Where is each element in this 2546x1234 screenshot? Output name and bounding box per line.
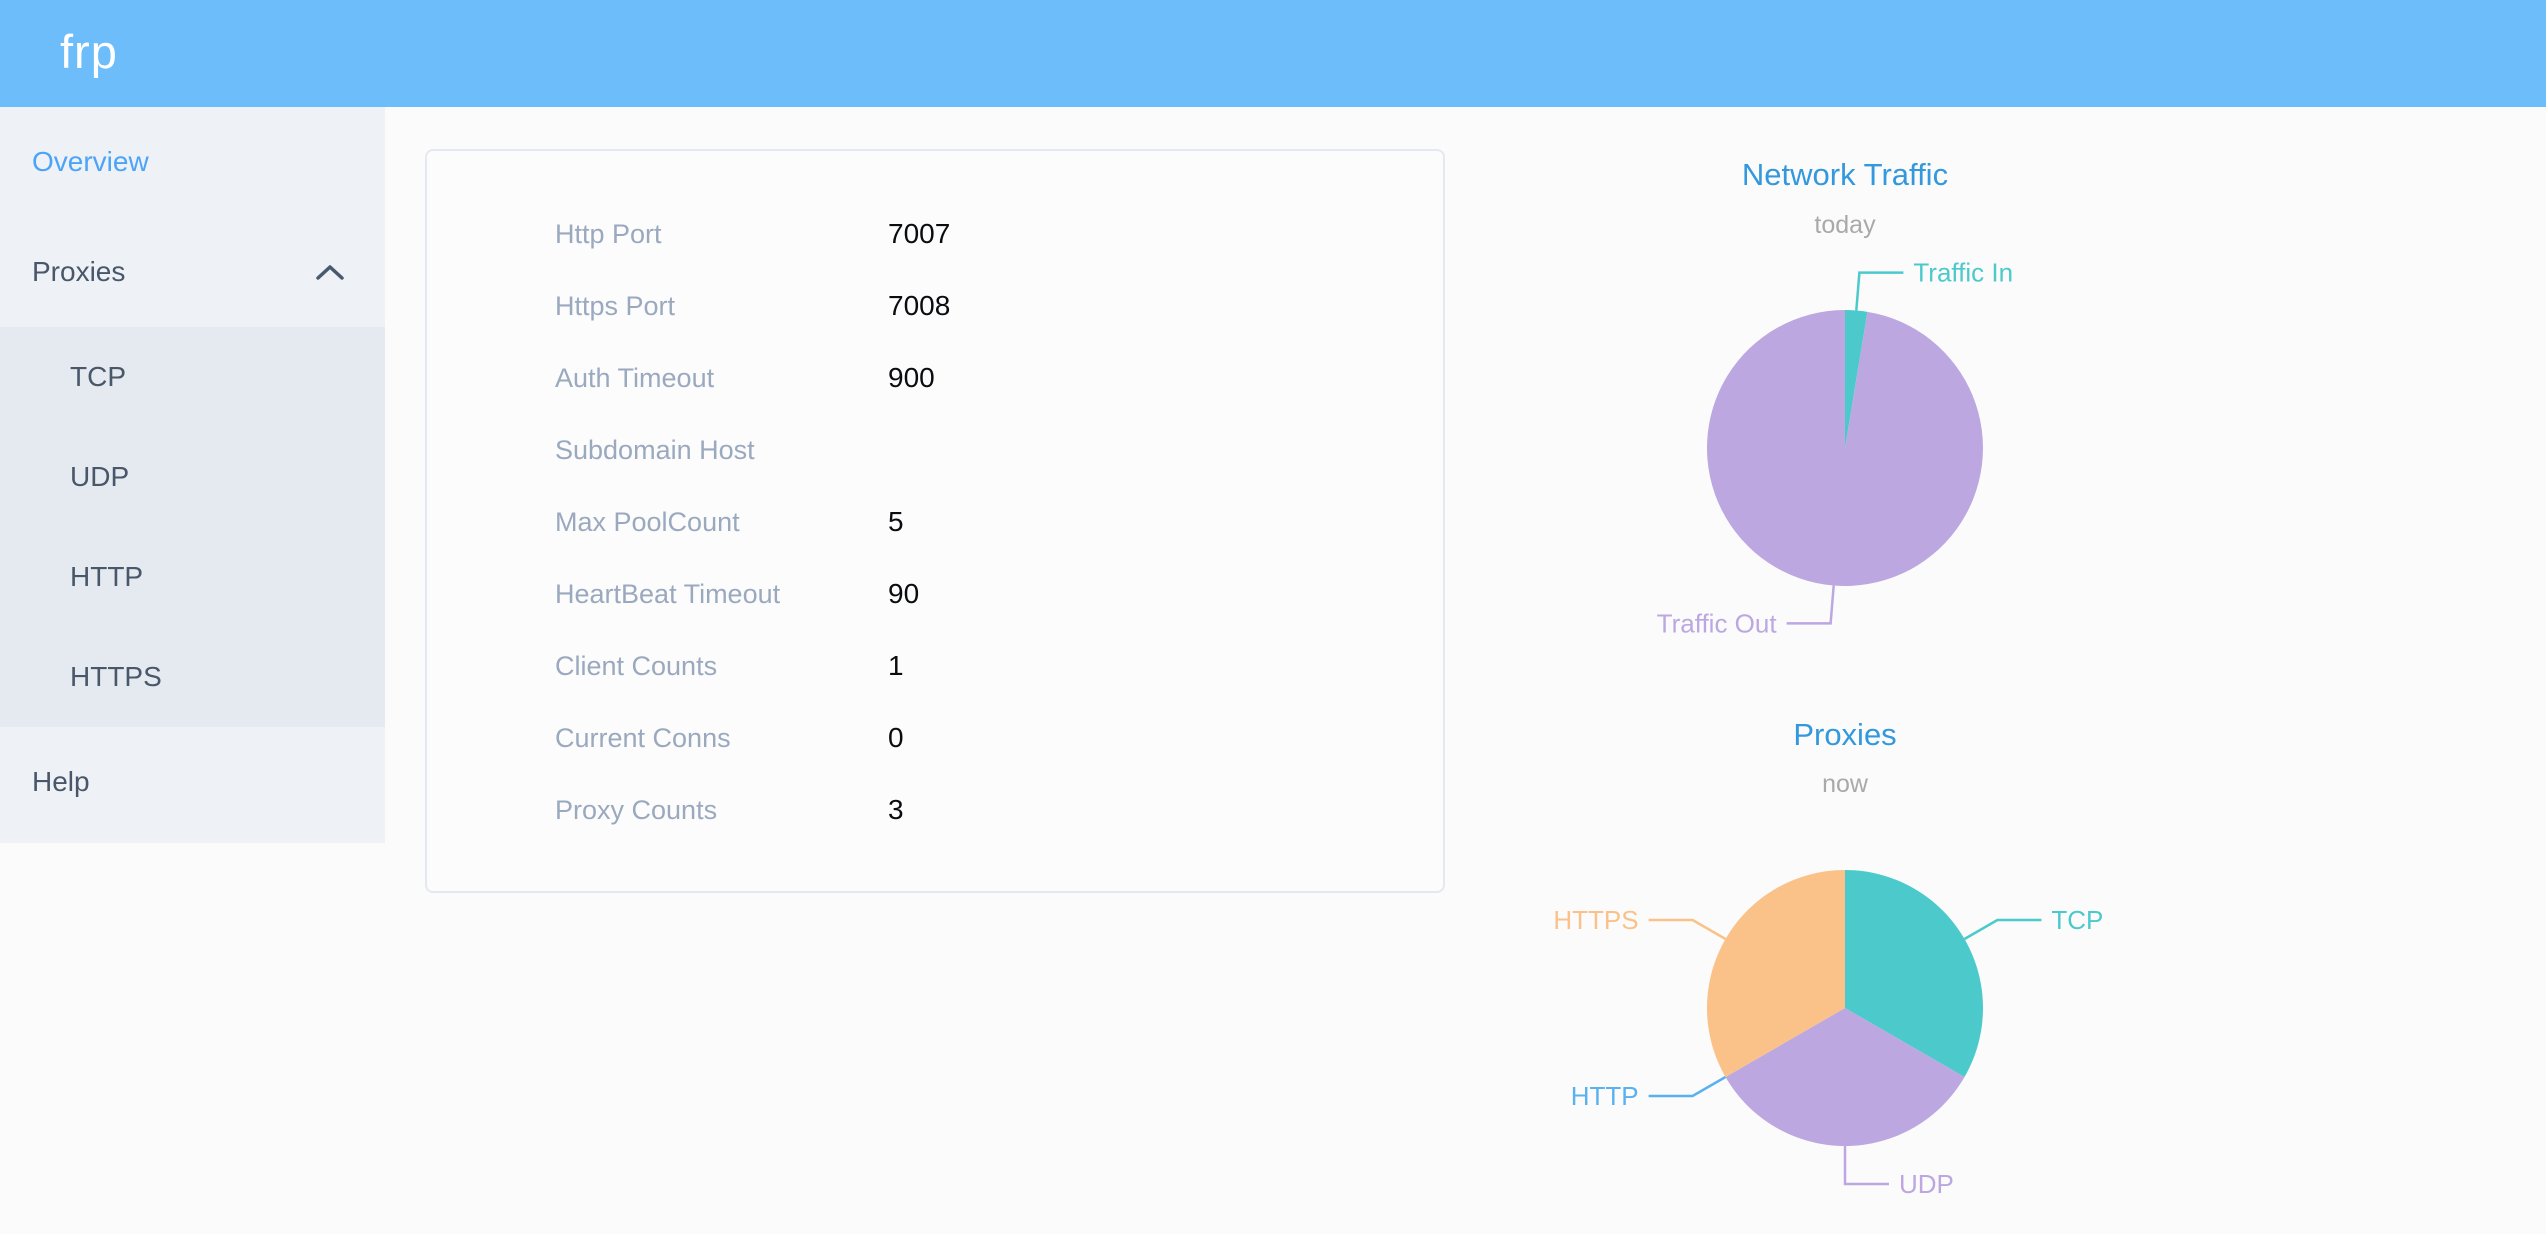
pie-label-https: HTTPS [1553, 905, 1638, 935]
sidebar-item-label: TCP [70, 361, 126, 392]
proxies-chart-title: Proxies [1793, 717, 1897, 752]
config-row: HeartBeat Timeout 90 [427, 558, 1443, 630]
config-label: Proxy Counts [555, 794, 718, 825]
config-label: Current Conns [555, 722, 731, 753]
sidebar-item-label: Proxies [32, 256, 126, 287]
pie-label-tcp: TCP [2051, 905, 2103, 935]
config-row: Subdomain Host [427, 414, 1443, 486]
proxies-chart-subtitle: now [1822, 770, 1868, 798]
pie-label-line-https [1648, 918, 1727, 941]
network-traffic-chart-title: Network Traffic [1741, 157, 1949, 192]
server-config-card: Http Port 7007 Https Port 7008 Auth Time… [425, 149, 1445, 893]
sidebar-item-udp[interactable]: UDP [0, 427, 385, 527]
config-value: 90 [888, 578, 920, 609]
config-row: Auth Timeout 900 [427, 342, 1443, 414]
config-label: Subdomain Host [555, 434, 755, 465]
pie-label-line-udp [1843, 1146, 1889, 1186]
pie-label-traffic-out: Traffic Out [1657, 609, 1778, 639]
pie-label-line-http [1648, 1075, 1727, 1098]
sidebar-item-label: Help [32, 766, 90, 797]
sidebar-item-tcp[interactable]: TCP [0, 327, 385, 427]
config-value: 900 [888, 362, 935, 393]
pie-label-traffic-in: Traffic In [1913, 258, 2013, 288]
config-row: Http Port 7007 [427, 198, 1443, 270]
config-value: 7007 [888, 218, 951, 249]
config-label: Max PoolCount [555, 506, 740, 537]
config-row: Proxy Counts 3 [427, 774, 1443, 846]
sidebar-item-label: HTTPS [70, 661, 162, 692]
config-row: Https Port 7008 [427, 270, 1443, 342]
sidebar-item-label: Overview [32, 146, 149, 177]
pie-slice-tcp[interactable] [1845, 870, 1983, 1077]
config-label: Http Port [555, 218, 662, 249]
pie-slice-traffic-out[interactable] [1706, 310, 1983, 586]
sidebar-item-http[interactable]: HTTP [0, 527, 385, 627]
app-header: frp [0, 0, 2546, 107]
config-label: Client Counts [555, 650, 718, 681]
config-row: Max PoolCount 5 [427, 486, 1443, 558]
sidebar-item-https[interactable]: HTTPS [0, 627, 385, 727]
config-value: 1 [888, 650, 904, 681]
sidebar-item-label: UDP [70, 461, 130, 492]
pie-label-line-traffic-out [1786, 585, 1835, 625]
app-logo: frp [60, 25, 118, 78]
sidebar-item-proxies[interactable]: Proxies [0, 217, 385, 327]
config-value: 0 [888, 722, 904, 753]
pie-slice-traffic-in[interactable] [1845, 310, 1868, 448]
server-config-form: Http Port 7007 Https Port 7008 Auth Time… [427, 151, 1443, 846]
config-label: Auth Timeout [555, 362, 715, 393]
pie-slice-udp[interactable] [1725, 1008, 1965, 1146]
pie-label-line-traffic-in [1855, 271, 1904, 311]
config-row: Current Conns 0 [427, 702, 1443, 774]
proxies-submenu: TCP UDP HTTP HTTPS [0, 327, 385, 727]
config-value: 7008 [888, 290, 951, 321]
network-traffic-chart-subtitle: today [1814, 211, 1876, 239]
sidebar-item-overview[interactable]: Overview [0, 107, 385, 217]
pie-label-udp: UDP [1899, 1169, 1954, 1199]
config-label: Https Port [555, 290, 676, 321]
sidebar: Overview Proxies TCP UDP HTTP HTTPS Help [0, 107, 385, 843]
config-label: HeartBeat Timeout [555, 578, 781, 609]
config-row: Client Counts 1 [427, 630, 1443, 702]
pie-slice-https[interactable] [1707, 870, 1845, 1077]
sidebar-item-help[interactable]: Help [0, 727, 385, 837]
pie-label-http: HTTP [1571, 1081, 1639, 1111]
config-value: 5 [888, 506, 904, 537]
pie-label-line-tcp [1963, 918, 2042, 941]
sidebar-item-label: HTTP [70, 561, 144, 592]
chevron-up-icon [315, 256, 345, 288]
config-value: 3 [888, 794, 904, 825]
